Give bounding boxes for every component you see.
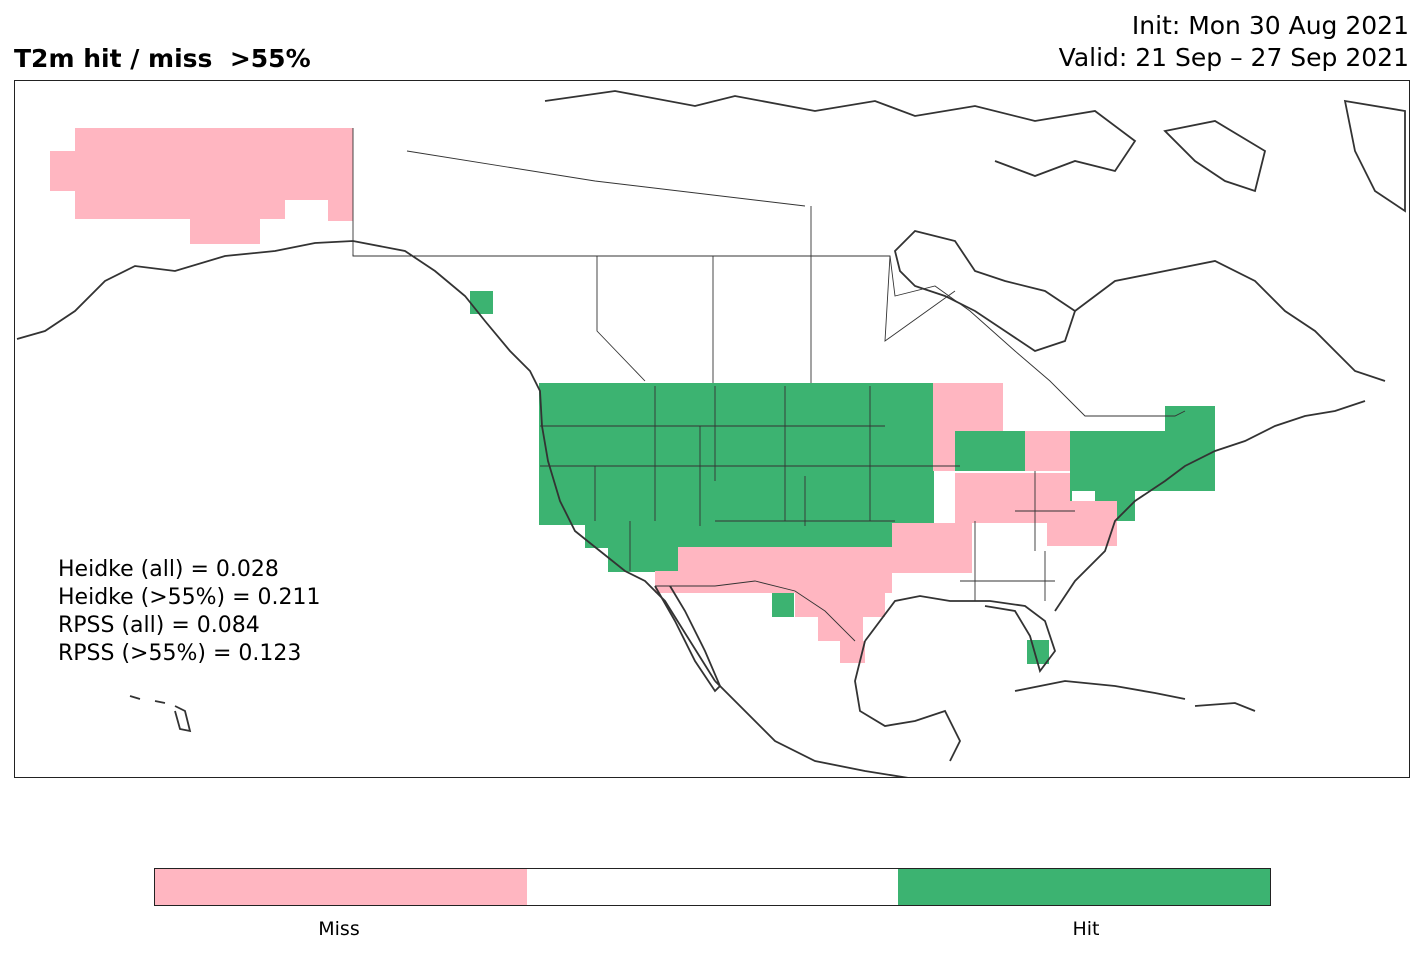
colorbar-miss-segment — [155, 869, 527, 905]
map-area — [14, 80, 1410, 778]
colorbar-hit-segment — [898, 869, 1271, 905]
date-info: Init: Mon 30 Aug 2021 Valid: 21 Sep – 27… — [1059, 10, 1409, 74]
colorbar-label-hit: Hit — [1072, 918, 1100, 940]
colorbar-neutral-segment — [526, 869, 899, 905]
init-date: Init: Mon 30 Aug 2021 — [1131, 11, 1409, 40]
coastlines — [16, 90, 1406, 777]
alaska-miss-region — [50, 128, 353, 244]
heidke-55: Heidke (>55%) = 0.211 — [58, 585, 321, 610]
colorbar — [154, 868, 1271, 906]
skill-scores: Heidke (all) = 0.028 Heidke (>55%) = 0.2… — [58, 556, 321, 668]
heidke-all: Heidke (all) = 0.028 — [58, 557, 279, 582]
rpss-55: RPSS (>55%) = 0.123 — [58, 641, 302, 666]
north-america-map — [16, 90, 1406, 777]
juneau-hit-cell — [470, 291, 493, 314]
colorbar-label-miss: Miss — [318, 918, 360, 940]
political-borders — [352, 128, 1186, 642]
rpss-all: RPSS (all) = 0.084 — [58, 613, 260, 638]
valid-date: Valid: 21 Sep – 27 Sep 2021 — [1058, 43, 1409, 72]
map-title: T2m hit / miss >55% — [14, 44, 311, 73]
us-miss-region — [655, 383, 1117, 663]
